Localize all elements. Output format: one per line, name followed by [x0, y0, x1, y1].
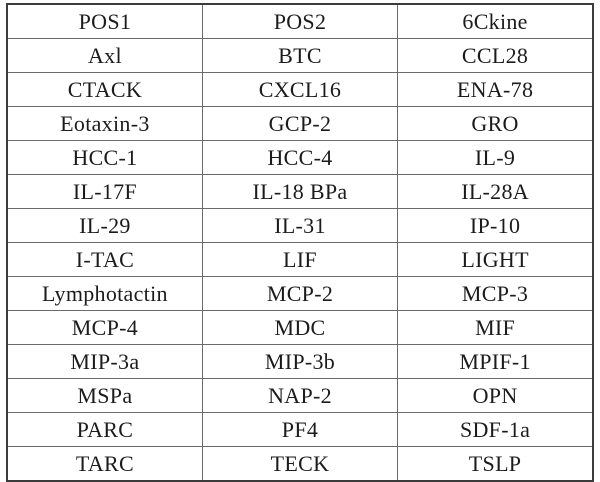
table-cell: 6Ckine	[397, 3, 594, 39]
table-cell: Axl	[6, 38, 203, 73]
table-cell: MIP-3b	[201, 344, 399, 379]
table-row: Eotaxin-3 GCP-2 GRO	[6, 106, 594, 141]
table-cell: GRO	[397, 106, 594, 141]
table-cell: ENA-78	[397, 72, 594, 107]
table-cell: GCP-2	[201, 106, 399, 141]
table-cell: HCC-4	[201, 140, 399, 175]
table-cell: POS2	[201, 3, 399, 39]
table-cell: IL-28A	[397, 174, 594, 209]
table-cell: IL-29	[6, 208, 203, 243]
table-row: PARC PF4 SDF-1a	[6, 412, 594, 447]
table-row: HCC-1 HCC-4 IL-9	[6, 140, 594, 175]
table-cell: MIF	[397, 310, 594, 345]
table-cell: POS1	[6, 3, 203, 39]
table-row: IL-29 IL-31 IP-10	[6, 208, 594, 243]
table-cell: MCP-4	[6, 310, 203, 345]
table-cell: IL-18 BPa	[201, 174, 399, 209]
table-cell: NAP-2	[201, 378, 399, 413]
table-cell: PF4	[201, 412, 399, 447]
table-row: Axl BTC CCL28	[6, 38, 594, 73]
table-row: IL-17F IL-18 BPa IL-28A	[6, 174, 594, 209]
table-row: I-TAC LIF LIGHT	[6, 242, 594, 277]
analyte-table-body: POS1 POS2 6Ckine Axl BTC CCL28 CTACK CXCL16 ENA-…	[6, 3, 594, 482]
table-cell: Eotaxin-3	[6, 106, 203, 141]
table-row: CTACK CXCL16 ENA-78	[6, 72, 594, 107]
table-cell: IP-10	[397, 208, 594, 243]
table-cell: SDF-1a	[397, 412, 594, 447]
table-cell: LIGHT	[397, 242, 594, 277]
table-cell: IL-31	[201, 208, 399, 243]
table-cell: MCP-3	[397, 276, 594, 311]
table-cell: I-TAC	[6, 242, 203, 277]
table-cell: CTACK	[6, 72, 203, 107]
table-cell: MDC	[201, 310, 399, 345]
table-row: POS1 POS2 6Ckine	[6, 3, 594, 39]
table-cell: MIP-3a	[6, 344, 203, 379]
table-cell: CCL28	[397, 38, 594, 73]
table-cell: IL-17F	[6, 174, 203, 209]
table-cell: BTC	[201, 38, 399, 73]
table-cell: HCC-1	[6, 140, 203, 175]
table-cell: LIF	[201, 242, 399, 277]
table-cell: MCP-2	[201, 276, 399, 311]
table-row: MIP-3a MIP-3b MPIF-1	[6, 344, 594, 379]
analyte-table: POS1 POS2 6Ckine Axl BTC CCL28 CTACK CXCL16 ENA-…	[6, 3, 594, 482]
table-cell: Lymphotactin	[6, 276, 203, 311]
table-row: MCP-4 MDC MIF	[6, 310, 594, 345]
table-row: MSPa NAP-2 OPN	[6, 378, 594, 413]
table-cell: MPIF-1	[397, 344, 594, 379]
table-cell: IL-9	[397, 140, 594, 175]
table-cell: CXCL16	[201, 72, 399, 107]
table-cell: OPN	[397, 378, 594, 413]
table-cell: PARC	[6, 412, 203, 447]
table-row: Lymphotactin MCP-2 MCP-3	[6, 276, 594, 311]
table-cell: MSPa	[6, 378, 203, 413]
